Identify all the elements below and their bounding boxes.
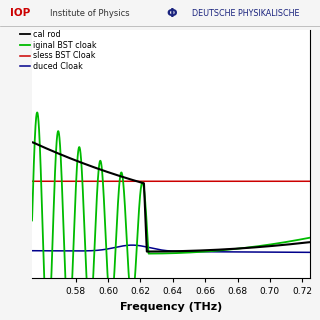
Text: Institute of Physics: Institute of Physics [50, 9, 129, 18]
Text: IOP: IOP [10, 8, 30, 18]
X-axis label: Frequency (THz): Frequency (THz) [120, 302, 222, 312]
Legend: cal rod, iginal BST cloak, sless BST Cloak, duced Cloak: cal rod, iginal BST cloak, sless BST Clo… [19, 29, 98, 72]
Text: DEUTSCHE PHYSIKALISCHE: DEUTSCHE PHYSIKALISCHE [192, 9, 300, 18]
Text: Φ: Φ [166, 6, 177, 20]
